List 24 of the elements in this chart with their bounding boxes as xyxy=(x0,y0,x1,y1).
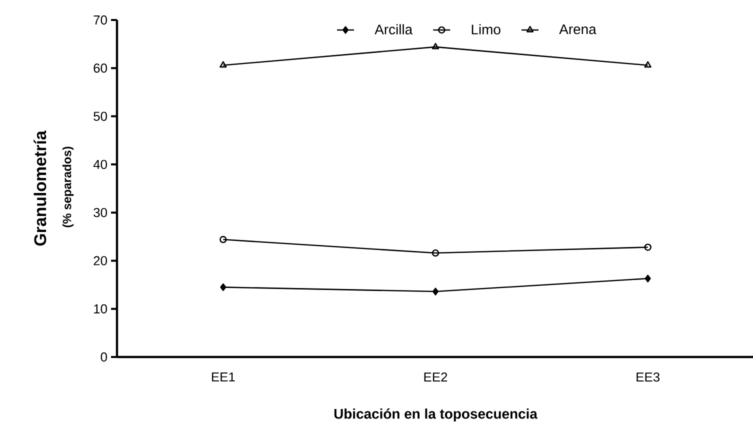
point xyxy=(220,61,227,68)
point xyxy=(220,283,226,292)
y-tick-label: 20 xyxy=(94,256,107,266)
y-tick-label: 40 xyxy=(93,160,107,170)
point xyxy=(644,274,651,282)
y-tick-label: 70 xyxy=(94,15,107,25)
point xyxy=(432,249,440,257)
y-tick-label: 0 xyxy=(100,352,108,362)
text: (% separados) xyxy=(62,146,74,228)
x-tick-label: EE3 xyxy=(636,372,660,382)
y-tick-label: 30 xyxy=(94,208,107,218)
x-tick-label: EE2 xyxy=(424,372,448,382)
x-axis-title: Ubicación en la toposecuencia xyxy=(334,408,538,422)
y-tick-label: 50 xyxy=(94,112,107,121)
y-tick-label: 60 xyxy=(94,64,107,73)
x-tick-label: EE1 xyxy=(212,372,235,382)
point xyxy=(432,288,439,296)
y-tick-label: 10 xyxy=(94,304,107,314)
legend-label: Limo xyxy=(472,24,500,34)
legend-label: Arcilla xyxy=(374,24,413,34)
point xyxy=(644,61,652,68)
legend-label: Arena xyxy=(559,24,596,34)
y-axis-title: Granulometría xyxy=(34,130,46,246)
point xyxy=(432,42,440,50)
